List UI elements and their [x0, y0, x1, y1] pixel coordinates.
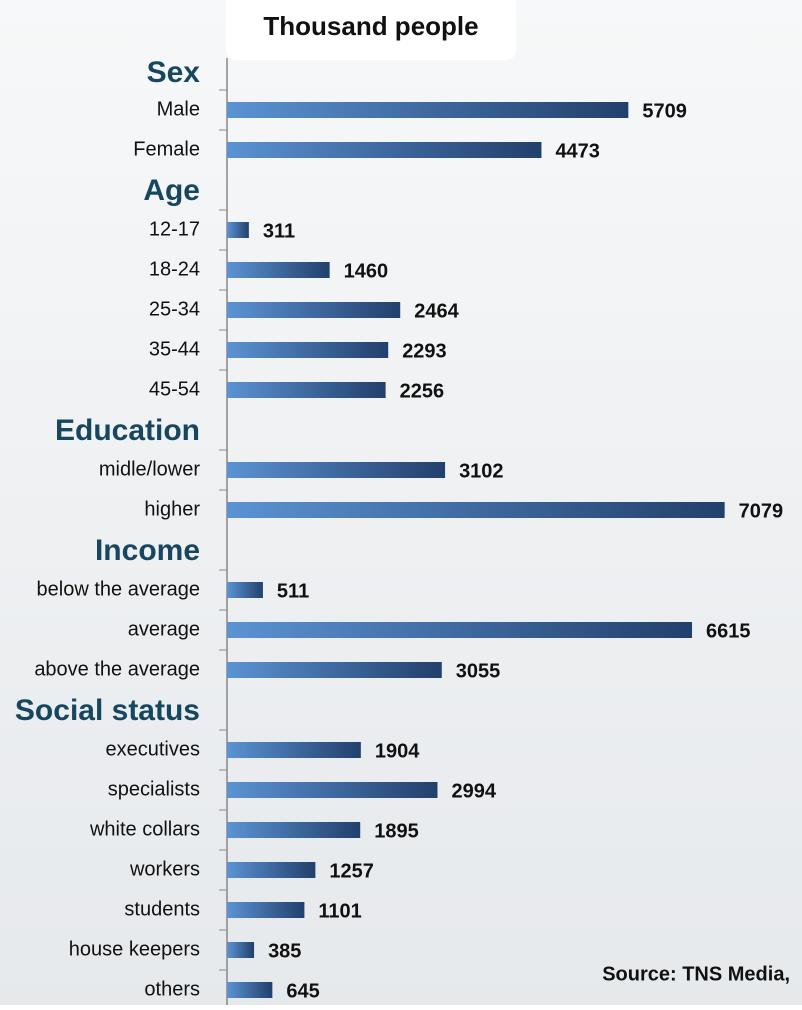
category-label: house keepers — [69, 938, 200, 960]
category-label: 18-24 — [149, 258, 200, 280]
bar — [227, 262, 330, 278]
bar — [227, 822, 361, 838]
value-label: 1257 — [329, 860, 374, 882]
value-label: 311 — [263, 220, 295, 242]
category-label: Female — [133, 138, 200, 160]
bar — [227, 782, 438, 798]
value-label: 6615 — [706, 620, 751, 642]
category-label: executives — [106, 738, 201, 760]
chart-title: Thousand people — [263, 11, 478, 41]
bar — [227, 742, 361, 758]
category-label: below the average — [37, 578, 200, 600]
value-label: 2994 — [451, 780, 496, 802]
value-label: 2293 — [402, 340, 447, 362]
bar — [227, 502, 725, 518]
category-label: specialists — [108, 778, 200, 800]
value-label: 4473 — [555, 140, 600, 162]
bar — [227, 902, 305, 918]
category-label: average — [128, 618, 200, 640]
bar — [227, 462, 446, 478]
category-label: 25-34 — [149, 298, 200, 320]
title-box — [226, 0, 516, 60]
category-label: workers — [129, 858, 200, 880]
value-label: 1895 — [374, 820, 419, 842]
category-label: others — [144, 978, 200, 1000]
bar — [227, 982, 273, 998]
category-label: higher — [144, 498, 200, 520]
bar — [227, 582, 263, 598]
bar — [227, 222, 249, 238]
group-header: Social status — [15, 694, 200, 727]
value-label: 1904 — [375, 740, 420, 762]
bar — [227, 382, 386, 398]
group-header: Sex — [147, 56, 201, 89]
bar — [227, 622, 693, 638]
category-label: students — [124, 898, 200, 920]
value-label: 511 — [277, 580, 309, 602]
bar — [227, 342, 389, 358]
group-header: Education — [55, 414, 200, 447]
value-label: 3102 — [459, 460, 504, 482]
value-label: 5709 — [642, 100, 687, 122]
value-label: 2256 — [400, 380, 445, 402]
bar — [227, 302, 401, 318]
category-label: 45-54 — [149, 378, 200, 400]
bar — [227, 942, 255, 958]
bar — [227, 862, 316, 878]
bar — [227, 142, 542, 158]
category-label: midle/lower — [99, 458, 200, 480]
value-label: 7079 — [739, 500, 784, 522]
group-header: Age — [143, 174, 200, 207]
value-label: 3055 — [456, 660, 501, 682]
category-label: above the average — [34, 658, 200, 680]
category-label: Male — [157, 98, 200, 120]
value-label: 2464 — [414, 300, 459, 322]
group-header: Income — [95, 534, 200, 567]
bar — [227, 662, 442, 678]
value-label: 1460 — [344, 260, 389, 282]
bar — [227, 102, 629, 118]
value-label: 385 — [268, 940, 301, 962]
value-label: 1101 — [318, 900, 361, 922]
source: Source: TNS Media, — [602, 963, 790, 985]
category-label: white collars — [89, 818, 200, 840]
category-label: 12-17 — [149, 218, 200, 240]
category-label: 35-44 — [149, 338, 200, 360]
value-label: 645 — [286, 980, 319, 1002]
